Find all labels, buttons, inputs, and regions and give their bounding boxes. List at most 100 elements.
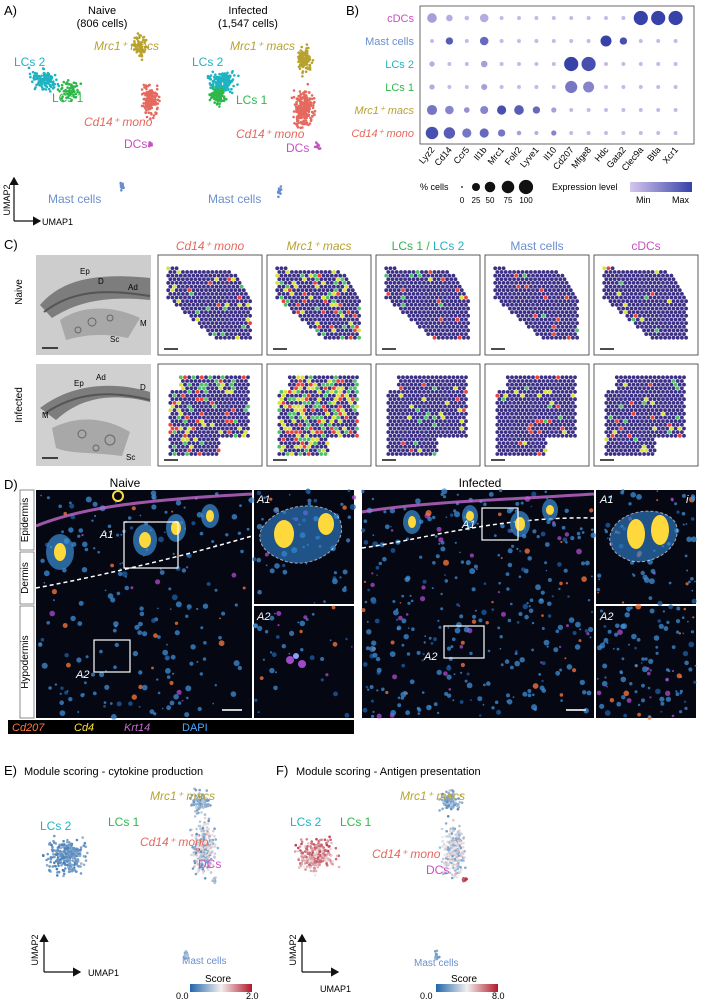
spatial-spot (334, 433, 338, 438)
umap-point-mono (309, 119, 313, 123)
spatial-spot (229, 419, 234, 424)
spatial-spot (241, 310, 246, 315)
spatial-spot (457, 299, 462, 304)
spatial-spot (654, 270, 659, 274)
spatial-spot (659, 284, 663, 289)
spatial-spot (189, 422, 194, 427)
spatial-spot (185, 437, 190, 442)
spatial-spot (510, 441, 514, 445)
spatial-spot (537, 393, 542, 398)
spatial-spot (550, 284, 554, 289)
spatial-spot (663, 415, 667, 420)
spatial-spot (189, 408, 194, 413)
if-cell (196, 607, 199, 611)
spatial-spot (399, 408, 403, 413)
spatial-spot (612, 422, 617, 427)
spatial-spot (554, 328, 558, 333)
spatial-spot (181, 401, 185, 405)
spatial-spot (619, 397, 623, 402)
spatial-column-header: LCs 1 / LCs 2 (392, 239, 465, 253)
spatial-spot (187, 288, 192, 293)
spatial-spot (413, 426, 418, 431)
spatial-spot (558, 277, 563, 282)
spatial-spot (652, 448, 657, 453)
spatial-spot (204, 441, 208, 445)
spatial-spot (235, 386, 240, 391)
spatial-spot (499, 277, 504, 282)
if-cell (454, 576, 458, 580)
spatial-spot (178, 433, 183, 438)
spatial-spot (344, 379, 349, 383)
spatial-spot (638, 386, 642, 391)
spatial-spot (181, 277, 185, 282)
if-cell (276, 611, 282, 616)
if-cell (159, 570, 165, 575)
umap-point-mono (142, 98, 146, 101)
spatial-spot (407, 437, 412, 442)
spatial-spot (547, 295, 552, 300)
spatial-spot (447, 411, 452, 416)
spatial-spot (386, 437, 391, 442)
spatial-spot (189, 401, 194, 405)
spatial-spot (520, 299, 525, 304)
spatial-spot (227, 299, 232, 304)
spatial-spot (665, 302, 670, 307)
spatial-spot (560, 382, 565, 387)
spatial-spot (680, 422, 684, 427)
spatial-spot (279, 397, 284, 402)
spatial-spot (564, 317, 569, 322)
spatial-spot (640, 375, 644, 380)
spatial-spot (317, 332, 322, 336)
umap-point-macs (140, 58, 144, 62)
spatial-spot (317, 324, 322, 329)
spatial-spot (516, 270, 521, 274)
spatial-spot (332, 328, 336, 333)
axis-umap1: UMAP1 (42, 217, 73, 227)
spatial-spot (441, 386, 445, 391)
spatial-spot (413, 273, 418, 278)
spatial-spot (237, 324, 242, 329)
spatial-spot (302, 277, 307, 282)
spatial-spot (428, 270, 433, 274)
spatial-spot (633, 379, 638, 383)
spatial-spot (235, 321, 240, 325)
spatial-spot (235, 284, 240, 289)
spatial-spot (344, 284, 349, 289)
spatial-spot (206, 444, 211, 449)
spatial-spot (394, 422, 399, 427)
spatial-spot (524, 444, 529, 449)
spatial-spot (319, 430, 324, 434)
spatial-spot (631, 273, 636, 278)
infected-label-mono: Cd14⁺ mono (236, 127, 305, 141)
spatial-spot (229, 426, 234, 431)
spatial-spot (223, 292, 227, 296)
spatial-spot (457, 430, 462, 434)
if-cell (184, 712, 190, 718)
if-cell (114, 642, 120, 648)
spatial-spot (503, 444, 508, 449)
spatial-spot (422, 411, 426, 416)
spatial-spot (650, 270, 655, 274)
spatial-spot (558, 284, 563, 289)
spatial-spot (459, 390, 464, 394)
spatial-spot (227, 430, 232, 434)
spatial-spot (220, 281, 225, 285)
spatial-spot (625, 379, 630, 383)
spatial-spot (189, 306, 194, 311)
spatial-spot (342, 273, 347, 278)
spatial-spot (661, 382, 665, 387)
spatial-spot (428, 452, 433, 456)
spatial-spot (424, 393, 428, 398)
spatial-spot (315, 328, 319, 333)
spatial-spot (174, 433, 179, 438)
spatial-spot (499, 444, 504, 449)
umap-point-lcs1 (76, 88, 79, 92)
spatial-spot (568, 288, 573, 293)
spatial-spot (202, 393, 206, 398)
spatial-spot (520, 401, 525, 405)
spatial-spot (631, 382, 636, 387)
spatial-spot (526, 288, 531, 293)
if-cell (149, 709, 155, 715)
spatial-spot (508, 270, 512, 274)
spatial-spot (539, 375, 544, 380)
